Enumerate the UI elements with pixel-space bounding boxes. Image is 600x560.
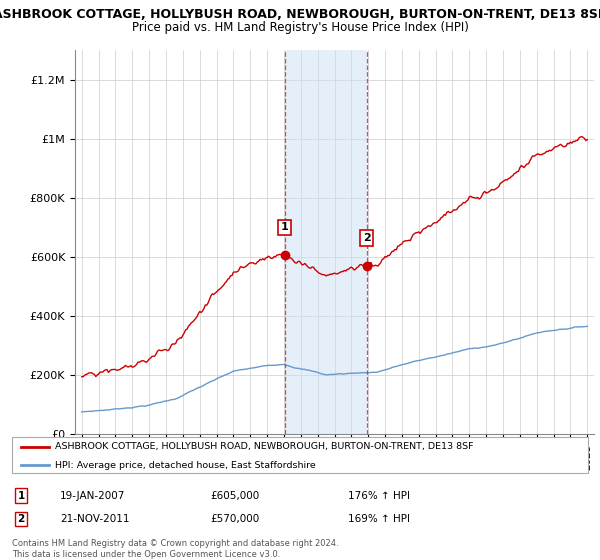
Text: Price paid vs. HM Land Registry's House Price Index (HPI): Price paid vs. HM Land Registry's House … [131,21,469,34]
Text: 1: 1 [281,222,289,232]
Text: 169% ↑ HPI: 169% ↑ HPI [348,514,410,524]
Text: 1: 1 [17,491,25,501]
Text: 19-JAN-2007: 19-JAN-2007 [60,491,125,501]
Text: ASHBROOK COTTAGE, HOLLYBUSH ROAD, NEWBOROUGH, BURTON-ON-TRENT, DE13 8SF: ASHBROOK COTTAGE, HOLLYBUSH ROAD, NEWBOR… [0,8,600,21]
FancyBboxPatch shape [12,437,588,473]
Text: £570,000: £570,000 [210,514,259,524]
Text: ASHBROOK COTTAGE, HOLLYBUSH ROAD, NEWBOROUGH, BURTON-ON-TRENT, DE13 8SF: ASHBROOK COTTAGE, HOLLYBUSH ROAD, NEWBOR… [55,442,474,451]
Text: 2: 2 [362,233,370,243]
Text: 176% ↑ HPI: 176% ↑ HPI [348,491,410,501]
Text: HPI: Average price, detached house, East Staffordshire: HPI: Average price, detached house, East… [55,461,316,470]
Text: 21-NOV-2011: 21-NOV-2011 [60,514,130,524]
Bar [285,50,367,434]
Text: £605,000: £605,000 [210,491,259,501]
Text: 2: 2 [17,514,25,524]
Text: Contains HM Land Registry data © Crown copyright and database right 2024.
This d: Contains HM Land Registry data © Crown c… [12,539,338,559]
